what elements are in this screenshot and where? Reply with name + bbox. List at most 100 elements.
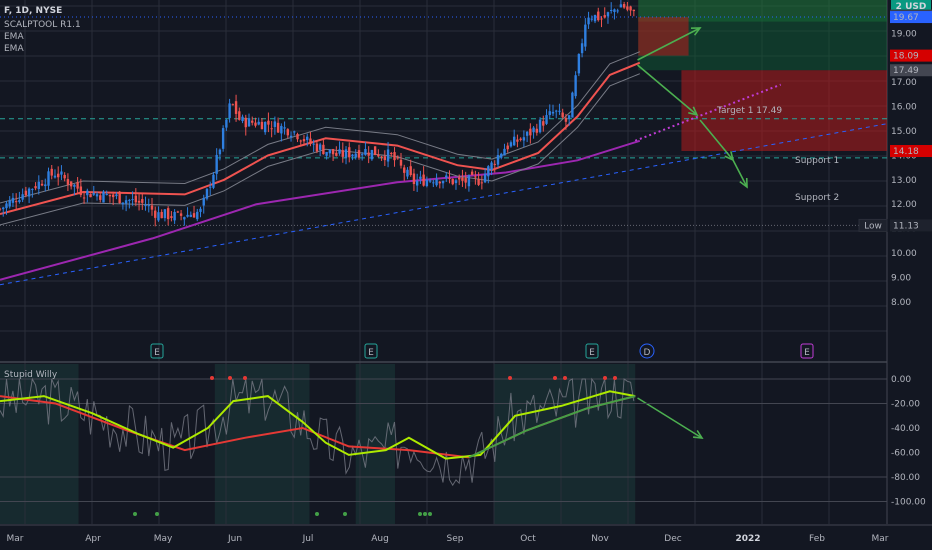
candle-26 [82, 191, 86, 204]
candle-185 [597, 7, 600, 22]
candle-46 [147, 198, 150, 213]
candle-1 [2, 206, 5, 217]
candle-6 [18, 191, 21, 204]
osc-dot-bottom-5 [423, 512, 427, 516]
candle-37 [118, 190, 121, 204]
candle-56 [179, 209, 183, 221]
candle-64 [205, 188, 209, 201]
candle-131 [422, 166, 425, 187]
candle-95 [306, 133, 309, 147]
candle-85 [273, 116, 277, 135]
candle-170 [548, 104, 551, 119]
candle-5 [14, 193, 18, 210]
candle-101 [325, 151, 328, 160]
candle-44 [141, 193, 144, 210]
candle-176 [567, 114, 571, 126]
time-label-10: 2022 [735, 534, 760, 544]
candle-35 [111, 191, 115, 206]
candle-67 [215, 148, 218, 180]
price-tick-2: 17.00 [891, 78, 917, 88]
osc-dot-top-6 [603, 376, 607, 380]
time-label-9: Dec [664, 534, 681, 544]
candle-82 [263, 121, 267, 135]
candle-169 [545, 109, 548, 126]
candle-189 [609, 2, 613, 14]
candle-24 [76, 177, 79, 193]
osc-fast-line [0, 390, 636, 460]
candle-38 [121, 202, 125, 210]
event-4: E [800, 343, 814, 359]
candle-77 [247, 113, 251, 127]
candle-41 [131, 191, 134, 206]
candle-11 [34, 182, 37, 191]
candle-162 [522, 130, 526, 148]
candle-79 [254, 117, 257, 128]
candle-160 [516, 134, 519, 148]
osc-dot-top-4 [553, 376, 557, 380]
candle-120 [386, 141, 390, 168]
time-label-1: Apr [85, 534, 101, 544]
candle-30 [95, 191, 99, 201]
candle-171 [551, 104, 555, 117]
candle-146 [470, 169, 474, 176]
price-tag-label-7: Low [864, 221, 882, 231]
candles [0, 0, 636, 227]
candle-9 [27, 187, 31, 204]
arrow-down-3 [732, 159, 748, 189]
candle-122 [393, 147, 396, 167]
event-label-0: E [154, 348, 160, 358]
candle-143 [461, 169, 464, 187]
candle-105 [338, 141, 341, 156]
candle-192 [619, 0, 623, 8]
candle-48 [154, 206, 157, 227]
event-label-3: D [644, 348, 651, 358]
candle-57 [183, 216, 186, 226]
candle-59 [189, 211, 192, 218]
osc-raw-line [0, 377, 635, 487]
candle-132 [425, 176, 429, 188]
target-1-label: Target 1 17.49 [716, 106, 782, 116]
candle-157 [506, 142, 509, 153]
price-tick-9: 10.00 [891, 249, 917, 259]
candle-3 [8, 196, 11, 209]
candle-138 [445, 172, 448, 182]
candle-18 [57, 166, 60, 186]
candle-78 [251, 116, 254, 126]
candle-112 [360, 152, 364, 161]
candle-23 [73, 184, 76, 196]
candle-63 [202, 194, 205, 214]
candle-75 [241, 114, 244, 124]
ema-fast-line [0, 61, 641, 215]
candle-107 [344, 146, 348, 165]
candle-102 [328, 149, 332, 158]
osc-tick-3: -60.00 [891, 449, 920, 459]
event-3: D [639, 343, 655, 359]
candle-29 [92, 185, 95, 196]
currency-badge-label: 2 USD [896, 2, 927, 12]
candle-21 [66, 173, 70, 192]
candle-130 [419, 170, 422, 184]
candle-74 [238, 107, 241, 121]
candle-51 [163, 208, 167, 222]
osc-dot-bottom-2 [315, 512, 319, 516]
candle-40 [128, 198, 131, 209]
candle-100 [322, 138, 325, 155]
support-1-label: Support 1 [795, 156, 839, 166]
candle-186 [600, 16, 603, 28]
candle-166 [535, 123, 539, 136]
candle-115 [370, 149, 374, 161]
candle-127 [409, 159, 412, 177]
candle-141 [454, 178, 458, 190]
candle-110 [354, 149, 357, 160]
candle-62 [199, 206, 202, 218]
osc-shade-1 [214, 364, 310, 524]
osc-shade-3 [494, 364, 636, 524]
event-1: E [364, 343, 378, 359]
candle-53 [170, 211, 173, 222]
candle-73 [234, 94, 238, 122]
ema-projection [634, 83, 782, 142]
price-tag-value-6: 14.18 [893, 147, 919, 157]
time-label-5: Aug [371, 534, 389, 544]
indicator-label-1: EMA [4, 32, 24, 42]
